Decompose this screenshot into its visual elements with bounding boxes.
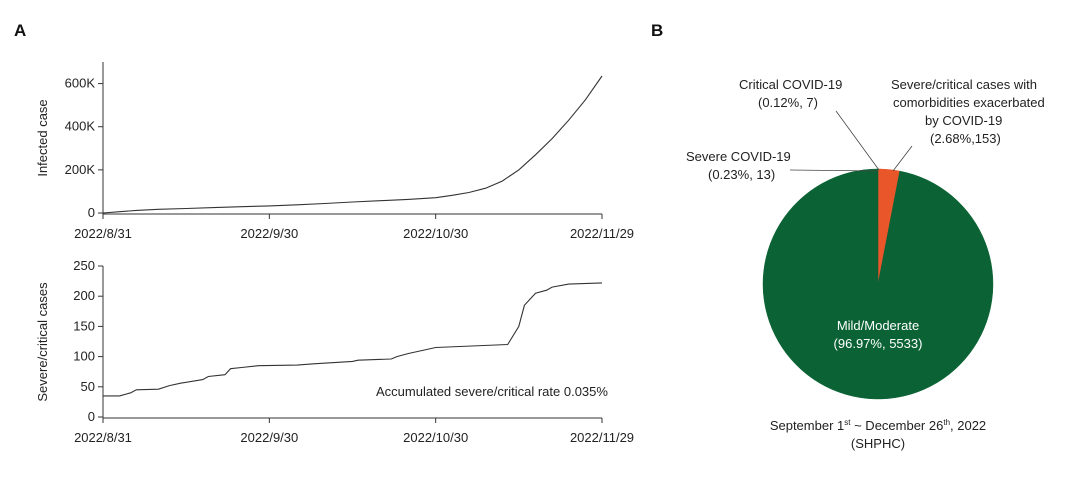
infected-y-tick-label: 400K — [65, 119, 96, 134]
comorbid-label-line1: Severe/critical cases with — [891, 77, 1037, 92]
severe-critical-series-line — [103, 282, 603, 397]
pie-caption-line1: September 1st ~ December 26th, 2022 — [770, 418, 986, 433]
pie-caption-line2: (SHPHC) — [851, 436, 905, 451]
infected-series-line — [102, 75, 603, 214]
infected-y-tick-label: 0 — [88, 205, 95, 220]
case-severity-pie — [762, 168, 994, 400]
comorbid-label-line3: by COVID-19 — [925, 113, 1002, 128]
comorbid-label-line2: comorbidities exacerbated — [893, 95, 1045, 110]
critical-leader-line — [835, 110, 880, 171]
severe-critical-y-tick-label: 50 — [81, 379, 95, 394]
severe-label-line2: (0.23%, 13) — [708, 167, 775, 182]
panel-a-letter: A — [14, 21, 26, 40]
mild-label-line2: (96.97%, 5533) — [834, 336, 923, 351]
severe-critical-y-axis-title: Severe/critical cases — [35, 282, 50, 402]
severe-critical-x-tick-label: 2022/11/29 — [570, 430, 634, 445]
infected-y-axis-title: Infected case — [35, 99, 50, 176]
infected-x-tick-label: 2022/10/30 — [403, 226, 468, 241]
infected-x-tick-label: 2022/9/30 — [240, 226, 298, 241]
severe-leader-line — [789, 169, 879, 172]
panel-b-letter: B — [651, 21, 663, 40]
comorbid-label-line4: (2.68%,153) — [930, 131, 1001, 146]
mild-label-line1: Mild/Moderate — [837, 318, 919, 333]
infected-cases-chart: 0 200K 400K 600K 2022/8/31 2022/9/30 2022/10/3… — [35, 62, 634, 241]
infected-x-tick-label: 2022/11/29 — [570, 226, 634, 241]
infected-y-tick-label: 200K — [65, 162, 96, 177]
severe-critical-y-tick-label: 100 — [73, 349, 95, 364]
severe-critical-x-tick-label: 2022/9/30 — [240, 430, 298, 445]
severe-critical-x-tick-label: 2022/10/30 — [403, 430, 468, 445]
severe-critical-y-tick-label: 150 — [73, 318, 95, 333]
infected-y-tick-label: 600K — [65, 76, 96, 91]
severe-critical-y-tick-label: 200 — [73, 288, 95, 303]
comorbid-leader-line — [892, 145, 913, 172]
accumulated-rate-annotation: Accumulated severe/critical rate 0.035% — [376, 384, 608, 399]
severe-label-line1: Severe COVID-19 — [686, 149, 791, 164]
severe-critical-y-tick-label: 0 — [88, 409, 95, 424]
severe-critical-cases-chart: 0 50 100 150 200 250 2022/8/31 2022/9/30 2022/10… — [35, 258, 634, 445]
critical-label-line2: (0.12%, 7) — [758, 95, 818, 110]
pie-slice-mild — [762, 168, 994, 400]
critical-label-line1: Critical COVID-19 — [739, 77, 842, 92]
severe-critical-x-tick-label: 2022/8/31 — [74, 430, 132, 445]
severe-critical-y-tick-label: 250 — [73, 258, 95, 273]
infected-x-tick-label: 2022/8/31 — [74, 226, 132, 241]
